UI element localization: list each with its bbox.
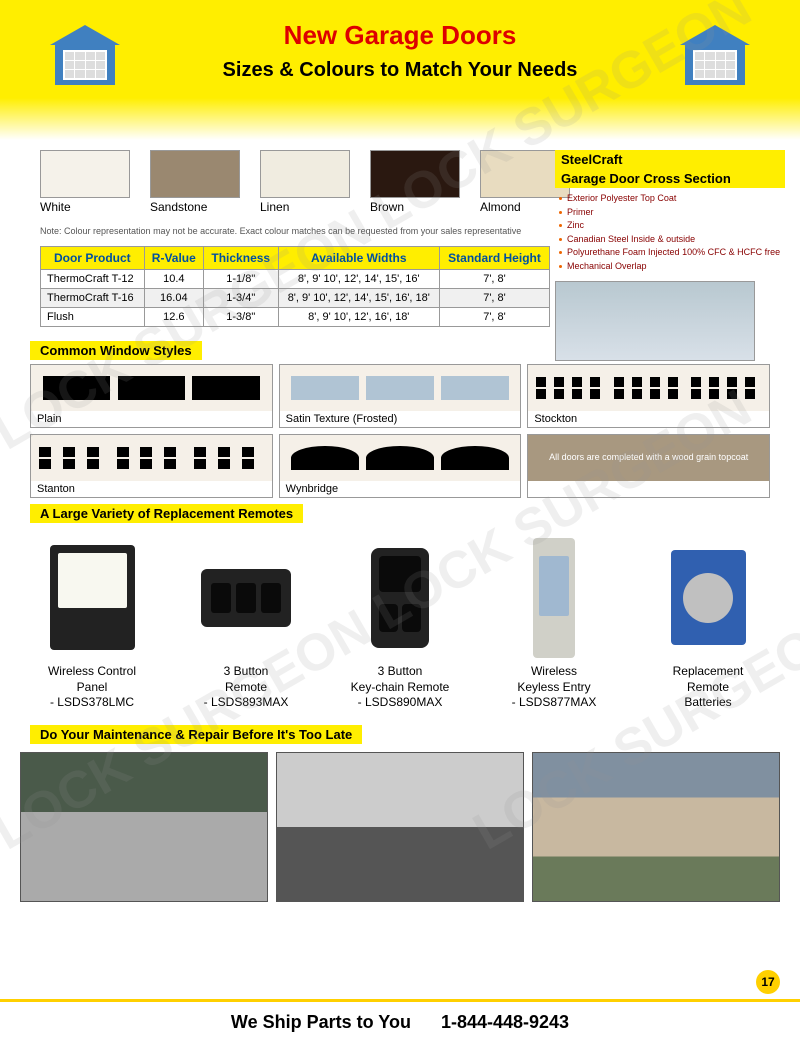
layer-item: Zinc <box>559 219 781 233</box>
table-row: ThermoCraft T-1210.41-1/8"8', 9' 10', 12… <box>41 270 550 289</box>
remotes-section-title: A Large Variety of Replacement Remotes <box>30 504 303 523</box>
window-satin: Satin Texture (Frosted) <box>279 364 522 428</box>
damage-photo-3 <box>532 752 780 902</box>
table-header: Door Product <box>41 247 145 270</box>
damage-photos-row <box>0 748 800 906</box>
window-stockton: Stockton <box>527 364 770 428</box>
footer-phone: 1-844-448-9243 <box>441 1012 569 1032</box>
header-banner: New Garage Doors Sizes & Colours to Matc… <box>0 0 800 140</box>
color-white: White <box>40 150 130 214</box>
table-row: ThermoCraft T-1616.041-3/4"8', 9' 10', 1… <box>41 289 550 308</box>
spec-table: Door ProductR-ValueThicknessAvailable Wi… <box>40 246 550 327</box>
remote-keyless: WirelessKeyless Entry- LSDS877MAX <box>482 535 626 711</box>
color-label: Linen <box>260 200 350 214</box>
table-header: Thickness <box>203 247 278 270</box>
remote-batteries: ReplacementRemoteBatteries <box>636 535 780 711</box>
remote-keychain: 3 ButtonKey-chain Remote- LSDS890MAX <box>328 535 472 711</box>
window-styles-grid: Plain Satin Texture (Frosted) Stockton S… <box>0 364 800 498</box>
damage-photo-2 <box>276 752 524 902</box>
remote-control-panel: Wireless ControlPanel- LSDS378LMC <box>20 535 164 711</box>
cross-section-title1: SteelCraft <box>555 150 785 169</box>
swatch <box>370 150 460 198</box>
damage-photo-1 <box>20 752 268 902</box>
color-label: White <box>40 200 130 214</box>
window-wynbridge: Wynbridge <box>279 434 522 498</box>
layer-item: Canadian Steel Inside & outside <box>559 233 781 247</box>
window-stanton: Stanton <box>30 434 273 498</box>
cross-section-layers: Exterior Polyester Top CoatPrimerZincCan… <box>555 188 785 277</box>
layer-item: Exterior Polyester Top Coat <box>559 192 781 206</box>
layer-item: Mechanical Overlap <box>559 260 781 274</box>
color-linen: Linen <box>260 150 350 214</box>
layer-item: Primer <box>559 206 781 220</box>
cross-section-title2: Garage Door Cross Section <box>555 169 785 188</box>
garage-icon-left <box>50 25 120 85</box>
footer: We Ship Parts to You 1-844-448-9243 <box>0 999 800 1049</box>
table-row: Flush12.61-3/8"8', 9' 10', 12', 16', 18'… <box>41 308 550 327</box>
table-header: R-Value <box>144 247 203 270</box>
footer-ship: We Ship Parts to You <box>231 1012 411 1032</box>
remotes-row: Wireless ControlPanel- LSDS378LMC 3 Butt… <box>0 527 800 719</box>
color-brown: Brown <box>370 150 460 214</box>
maintenance-section-title: Do Your Maintenance & Repair Before It's… <box>30 725 362 744</box>
garage-icon-right <box>680 25 750 85</box>
window-woodgrain-note: All doors are completed with a wood grai… <box>527 434 770 498</box>
cross-section-diagram <box>555 281 755 361</box>
window-plain: Plain <box>30 364 273 428</box>
layer-item: Polyurethane Foam Injected 100% CFC & HC… <box>559 246 781 260</box>
swatch <box>260 150 350 198</box>
page-number: 17 <box>756 970 780 994</box>
swatch <box>150 150 240 198</box>
swatch <box>40 150 130 198</box>
color-label: Sandstone <box>150 200 240 214</box>
cross-section-panel: SteelCraft Garage Door Cross Section Ext… <box>555 150 785 361</box>
color-sandstone: Sandstone <box>150 150 240 214</box>
table-header: Standard Height <box>440 247 550 270</box>
windows-section-title: Common Window Styles <box>30 341 202 360</box>
table-header: Available Widths <box>278 247 439 270</box>
remote-3button: 3 ButtonRemote- LSDS893MAX <box>174 535 318 711</box>
color-label: Brown <box>370 200 460 214</box>
